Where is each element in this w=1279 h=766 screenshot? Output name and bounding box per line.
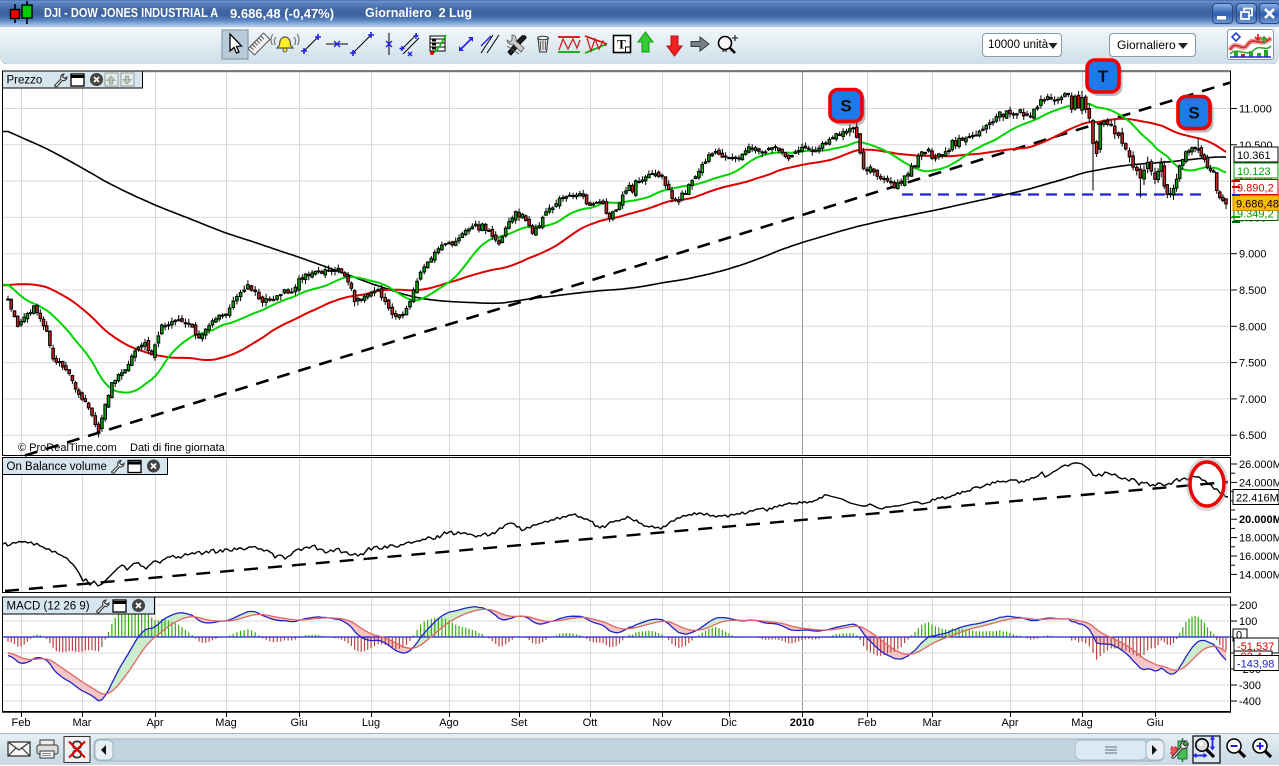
svg-text:S: S: [840, 97, 851, 116]
svg-text:Prezzo: Prezzo: [7, 75, 43, 87]
svg-text:9.890,2: 9.890,2: [1237, 183, 1274, 195]
svg-text:Mar: Mar: [923, 717, 942, 729]
svg-text:-300: -300: [1239, 680, 1261, 692]
svg-text:Mag: Mag: [215, 717, 236, 729]
svg-text:T: T: [1098, 67, 1109, 86]
svg-text:6.500: 6.500: [1239, 430, 1267, 442]
svg-text:Apr: Apr: [1001, 717, 1018, 729]
svg-text:-400: -400: [1239, 696, 1261, 708]
svg-text:18.000M: 18.000M: [1239, 533, 1279, 545]
svg-text:24.000M: 24.000M: [1239, 477, 1279, 489]
svg-text:11.000: 11.000: [1239, 104, 1272, 116]
svg-text:7.000: 7.000: [1239, 394, 1267, 406]
svg-text:© ProRealTime.com: © ProRealTime.com: [18, 442, 117, 454]
svg-text:7.500: 7.500: [1239, 358, 1267, 370]
svg-text:20.000M: 20.000M: [1239, 514, 1279, 526]
svg-text:9.686,48: 9.686,48: [1236, 199, 1279, 211]
svg-text:Giu: Giu: [290, 717, 307, 729]
svg-text:Mar: Mar: [73, 717, 92, 729]
svg-text:Dati di fine giornata: Dati di fine giornata: [130, 442, 226, 454]
svg-text:100: 100: [1239, 616, 1257, 628]
svg-text:MACD (12 26 9): MACD (12 26 9): [7, 601, 90, 613]
svg-text:On Balance volume: On Balance volume: [7, 461, 107, 473]
svg-text:Lug: Lug: [362, 717, 380, 729]
svg-text:10.361: 10.361: [1237, 150, 1271, 162]
svg-text:9.000: 9.000: [1239, 249, 1267, 261]
svg-text:14.000M: 14.000M: [1239, 569, 1279, 581]
svg-text:Mag: Mag: [1071, 717, 1092, 729]
svg-text:16.000M: 16.000M: [1239, 551, 1279, 563]
svg-text:Set: Set: [511, 717, 528, 729]
svg-text:Apr: Apr: [146, 717, 163, 729]
svg-text:22.416M: 22.416M: [1236, 493, 1279, 505]
svg-text:T: T: [617, 37, 626, 52]
svg-text:10.123: 10.123: [1237, 166, 1271, 178]
svg-text:Dic: Dic: [721, 717, 737, 729]
svg-text:Feb: Feb: [858, 717, 877, 729]
svg-text:26.000M: 26.000M: [1239, 459, 1279, 471]
svg-text:-143,98: -143,98: [1237, 659, 1274, 671]
svg-text:S: S: [1188, 104, 1199, 123]
svg-text:Giu: Giu: [1146, 717, 1163, 729]
svg-text:2010: 2010: [790, 717, 814, 729]
svg-text:Ott: Ott: [583, 717, 598, 729]
svg-text:Nov: Nov: [652, 717, 672, 729]
svg-text:Ago: Ago: [439, 717, 459, 729]
svg-text:8.500: 8.500: [1239, 285, 1267, 297]
svg-text:200: 200: [1239, 600, 1257, 612]
svg-text:Feb: Feb: [12, 717, 31, 729]
svg-text:8.000: 8.000: [1239, 321, 1267, 333]
